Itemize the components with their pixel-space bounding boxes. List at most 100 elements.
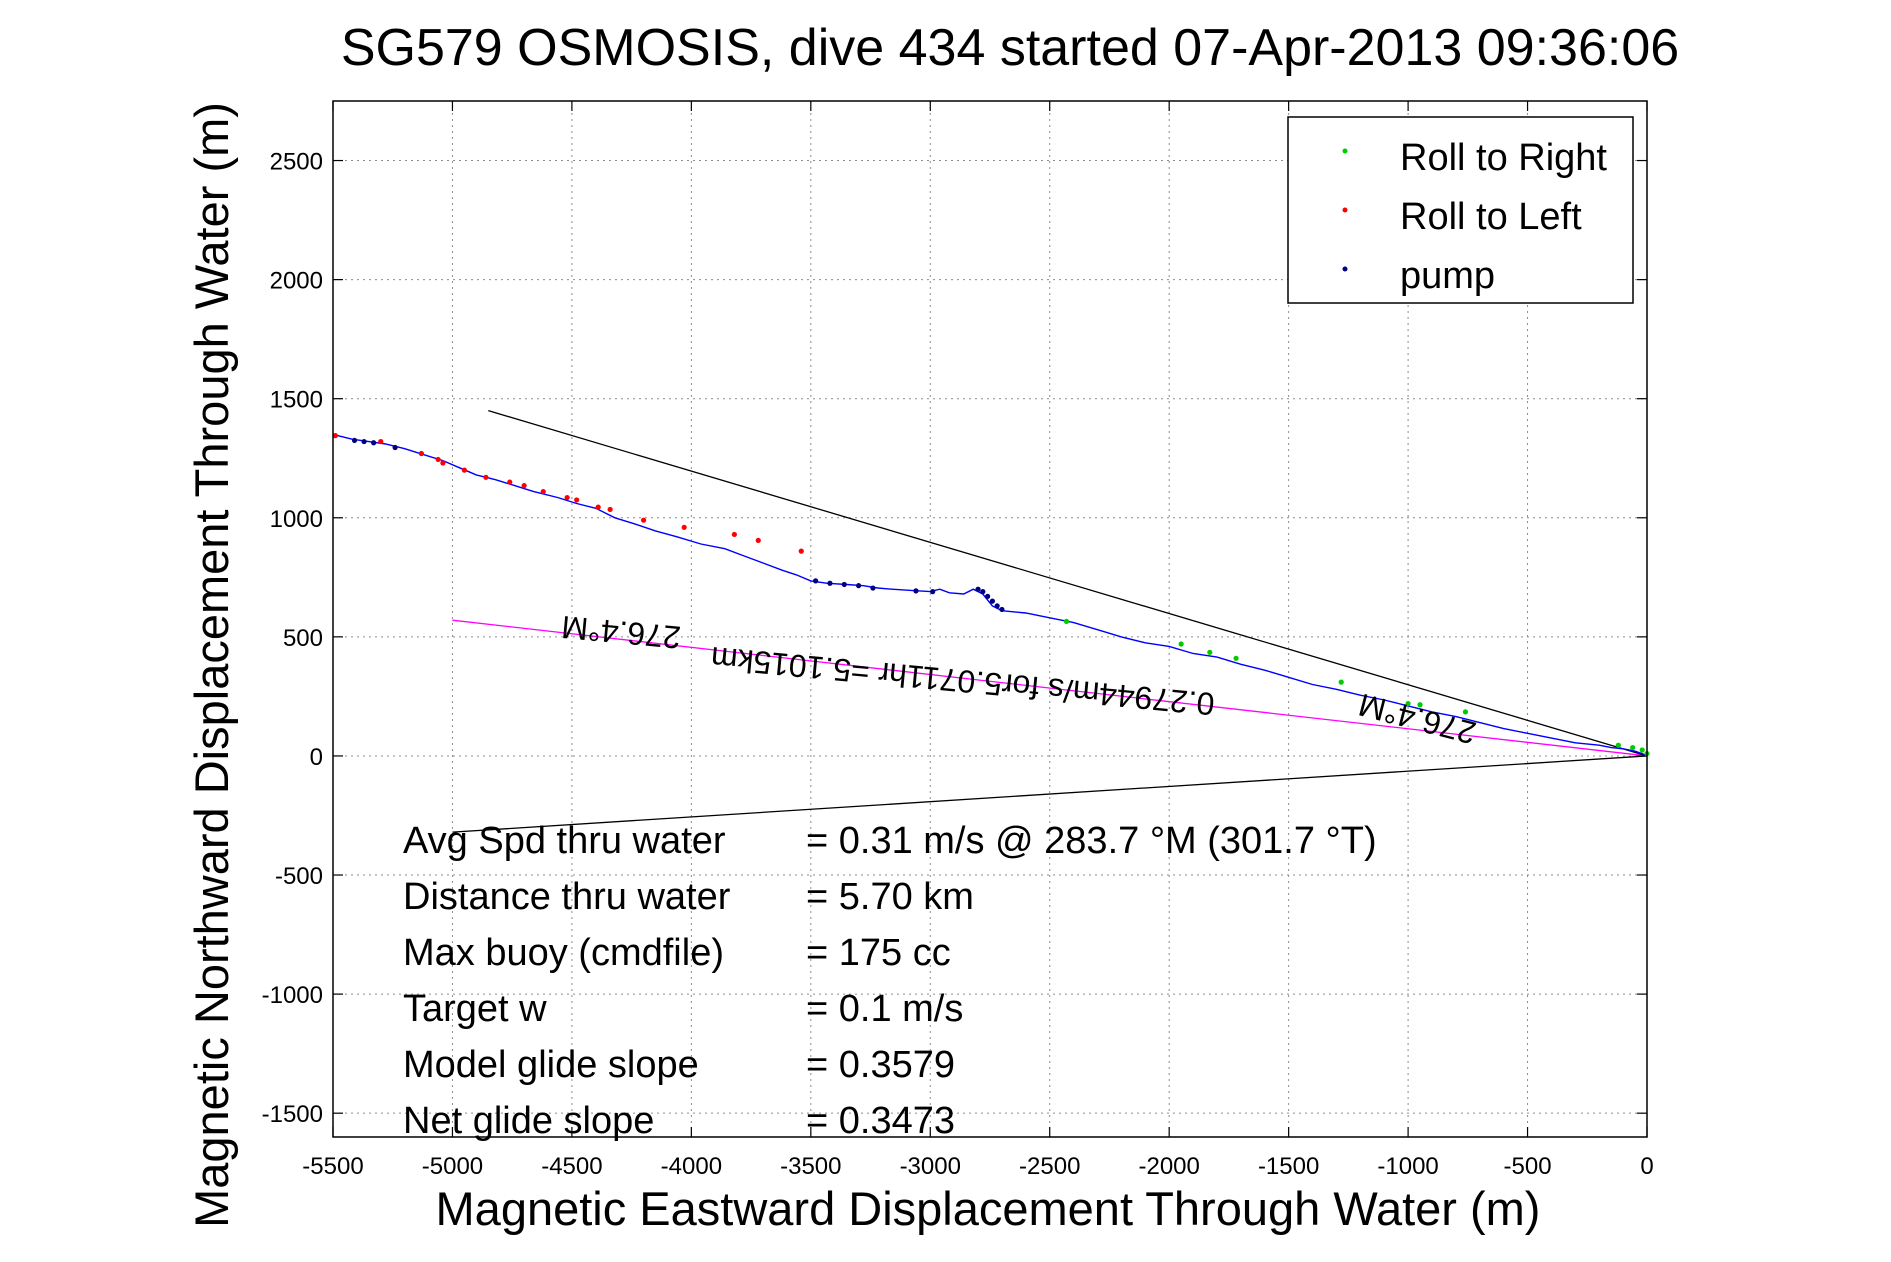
y-tick-label: 2000 xyxy=(270,268,323,295)
roll-right-point xyxy=(1630,745,1636,751)
x-tick-label: -2500 xyxy=(1019,1153,1080,1180)
x-tick-label: -1500 xyxy=(1258,1153,1319,1180)
stat-value: = 0.1 m/s xyxy=(806,988,963,1030)
stat-label: Model glide slope xyxy=(403,1044,699,1086)
roll-left-point xyxy=(607,506,613,513)
stat-value: = 0.3473 xyxy=(806,1100,955,1142)
roll-left-point xyxy=(378,438,384,445)
pump-point xyxy=(841,581,847,588)
legend-pump-label: pump xyxy=(1400,255,1495,297)
y-tick-label: 1000 xyxy=(270,506,323,533)
pump-point xyxy=(351,437,358,443)
pump-point xyxy=(930,589,936,595)
stat-label: Max buoy (cmdfile) xyxy=(403,932,724,974)
roll-left-point xyxy=(798,548,804,554)
track-line xyxy=(332,433,1648,757)
roll-left-point xyxy=(755,537,761,544)
x-tick-label: -4500 xyxy=(541,1153,602,1180)
roll-left-point xyxy=(461,467,467,473)
roll-right-point xyxy=(1178,641,1184,647)
roll-right-point xyxy=(1063,618,1070,624)
roll-left-point xyxy=(564,494,570,501)
pump-point xyxy=(980,589,986,595)
legend-roll-right-label: Roll to Right xyxy=(1400,137,1607,179)
roll-left-point xyxy=(440,460,446,466)
pump-point xyxy=(870,585,876,591)
pump-point xyxy=(827,580,833,586)
roll-left-point xyxy=(435,456,441,463)
stat-value: = 0.3579 xyxy=(806,1044,955,1086)
marker-points xyxy=(332,433,1650,757)
roll-left-point xyxy=(681,524,687,530)
roll-left-point xyxy=(574,497,580,503)
pump-point xyxy=(361,438,367,445)
x-tick-label: 0 xyxy=(1640,1153,1653,1180)
roll-left-point xyxy=(483,474,489,480)
x-tick-label: -500 xyxy=(1504,1153,1552,1180)
y-tick-label: 2500 xyxy=(270,149,323,176)
roll-right-point xyxy=(1233,655,1239,661)
pump-point xyxy=(913,588,919,594)
y-tick-labels: -1500 -1000 -500 0 500 1000 1500 2000 2500 xyxy=(262,149,323,1129)
legend-pump-marker xyxy=(1342,266,1348,272)
roll-right-point xyxy=(1639,747,1645,753)
y-tick-label: -500 xyxy=(275,863,323,890)
roll-right-point xyxy=(1207,649,1213,655)
plot-frame xyxy=(332,100,1648,1138)
roll-left-point xyxy=(640,517,647,523)
roll-left-point xyxy=(595,504,601,510)
y-tick-label: 1500 xyxy=(270,387,323,414)
legend-roll-left-label: Roll to Left xyxy=(1400,196,1582,238)
x-axis-label: Magnetic Eastward Displacement Through W… xyxy=(436,1182,1541,1235)
stat-label: Net glide slope xyxy=(403,1100,654,1142)
x-tick-label: -5500 xyxy=(302,1153,363,1180)
y-tick-label: 0 xyxy=(310,744,323,771)
pump-point xyxy=(985,593,991,599)
reference-line-cone-upper xyxy=(488,409,1648,757)
y-tick-label: -1000 xyxy=(262,982,323,1009)
pump-point xyxy=(989,598,995,604)
x-tick-label: -5000 xyxy=(422,1153,483,1180)
y-tick-label: -1500 xyxy=(262,1101,323,1128)
roll-left-point xyxy=(332,433,338,439)
roll-right-point xyxy=(1615,742,1621,748)
reference-lines xyxy=(452,409,1648,833)
x-tick-label: -3500 xyxy=(780,1153,841,1180)
roll-right-point xyxy=(1338,679,1344,685)
stat-label: Avg Spd thru water xyxy=(403,820,726,862)
stat-value: = 0.31 m/s @ 283.7 °M (301.7 °T) xyxy=(806,820,1377,862)
stats-block: Avg Spd thru water = 0.31 m/s @ 283.7 °M … xyxy=(403,820,1377,1142)
legend-roll-left-marker xyxy=(1342,207,1348,213)
roll-right-point xyxy=(1405,700,1411,707)
x-tick-label: -4000 xyxy=(661,1153,722,1180)
pump-point xyxy=(812,578,819,584)
stat-value: = 175 cc xyxy=(806,932,951,974)
pump-point xyxy=(856,583,862,589)
roll-right-point xyxy=(1417,702,1423,708)
reference-line-heading xyxy=(452,619,1648,757)
legend-roll-right-marker xyxy=(1342,148,1348,154)
track-series xyxy=(332,433,1648,757)
y-axis-label: Magnetic Northward Displacement Through … xyxy=(185,102,238,1228)
roll-left-point xyxy=(731,531,737,538)
roll-left-point xyxy=(521,483,527,489)
x-tick-labels: -5500 -5000 -4500 -4000 -3500 -3000 -2500 -2000… xyxy=(302,1153,1653,1180)
roll-left-point xyxy=(507,479,513,485)
pump-point xyxy=(999,606,1005,613)
roll-left-point xyxy=(540,488,546,495)
x-tick-label: -1000 xyxy=(1377,1153,1438,1180)
pump-point xyxy=(371,440,377,446)
x-tick-label: -2000 xyxy=(1138,1153,1199,1180)
pump-point xyxy=(994,603,1000,609)
pump-point xyxy=(392,444,398,451)
stat-label: Target w xyxy=(403,988,547,1030)
roll-left-point xyxy=(418,450,424,457)
y-tick-label: 500 xyxy=(283,625,323,652)
stat-value: = 5.70 km xyxy=(806,876,974,918)
chart-title: SG579 OSMOSIS, dive 434 started 07-Apr-2… xyxy=(341,19,1679,77)
reference-line-cone-lower xyxy=(452,755,1648,833)
stat-label: Distance thru water xyxy=(403,876,731,918)
pump-point xyxy=(975,586,981,592)
legend: Roll to Right Roll to Left pump xyxy=(1287,116,1634,304)
